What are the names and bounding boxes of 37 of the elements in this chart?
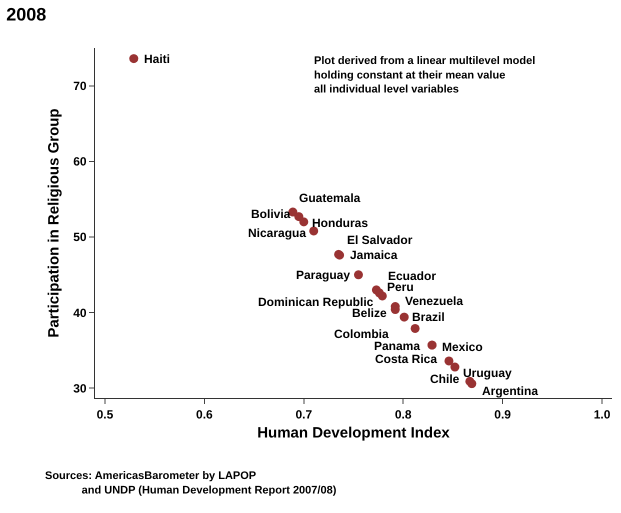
annotation: Costa Rica [375,352,438,366]
y-tick-label: 40 [73,306,87,320]
x-tick-label: 0.7 [295,407,312,422]
annotation: Brazil [412,310,445,324]
annotation: Chile [430,372,460,386]
chart-title: 2008 [6,4,46,24]
annotation: Venezuela [405,294,464,308]
annotation: Argentina [482,384,538,398]
x-tick-label: 0.9 [494,407,512,422]
annotation: Dominican Republic [258,295,374,309]
annotation: Panama [374,339,420,353]
y-tick-label: 60 [73,154,87,169]
annotation: Colombia [334,327,389,341]
x-tick-label: 0.5 [96,407,114,422]
x-tick-label: 0.8 [394,407,412,422]
y-tick-label: 70 [73,79,87,93]
annotation: Nicaragua [248,226,306,240]
y-axis-title: Participation in Religious Group [45,108,62,338]
x-tick-label: 1.0 [594,407,611,422]
annotation: Belize [352,306,388,320]
annotation: Paraguay [296,268,350,282]
y-tick-label: 30 [73,381,87,396]
annotation: Peru [387,280,414,294]
x-axis-title: Human Development Index [257,424,450,442]
source-note: Sources: AmericasBarometer by LAPOP and UNDP (Human Development Report 2007/08) [45,470,337,496]
annotation: El Salvador [347,233,413,247]
annotation: Mexico [442,340,483,354]
x-tick-label: 0.6 [196,407,214,422]
annotation: Guatemala [299,191,361,205]
y-tick-label: 50 [73,230,87,244]
annotation: Honduras [312,216,368,230]
annotation: Jamaica [350,248,398,262]
annotation: Haiti [144,52,170,66]
annotation: Bolivia [251,207,291,221]
annotation: Plot derived from a linear multilevel model holding constant at their mean value all individual level variables [314,55,536,96]
annotation: Ecuador [388,269,436,283]
annotation: Uruguay [463,366,512,380]
